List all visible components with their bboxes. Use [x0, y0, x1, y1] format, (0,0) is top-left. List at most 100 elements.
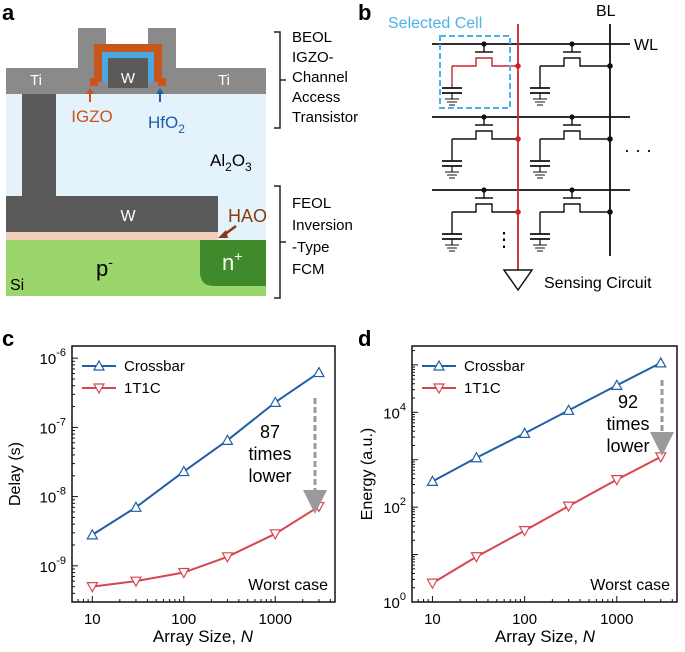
panel-letter-a: a [2, 0, 15, 25]
svg-text:-Type: -Type [292, 239, 330, 256]
ti-left-label: Ti [30, 72, 42, 89]
data-point-marker [610, 379, 623, 390]
data-point-marker [86, 582, 99, 593]
ratio-text-c-1: times [248, 444, 291, 464]
panel-letter-d: d [358, 326, 371, 351]
series-line [91, 371, 320, 536]
data-point-marker [654, 452, 667, 464]
svg-text:IGZO-: IGZO- [292, 49, 334, 66]
data-point-marker [177, 567, 190, 579]
series-line [431, 455, 662, 584]
data-point-marker [654, 356, 667, 368]
igzo-label: IGZO [71, 107, 113, 126]
ratio-value-c: 87 [260, 422, 280, 442]
data-point-marker [426, 578, 439, 590]
data-point-marker [518, 526, 531, 537]
transistor-channel [452, 203, 518, 213]
transistor-channel [540, 57, 610, 67]
x-tick-label: 100 [512, 611, 537, 628]
data-point-marker [129, 501, 142, 512]
p-minus-label: p- [96, 254, 113, 281]
memory-cell [530, 41, 613, 106]
beol-bracket [274, 31, 281, 129]
ratio-value-d: 92 [618, 392, 638, 412]
y-tick-label: 102 [383, 496, 406, 517]
cell-array [442, 41, 613, 252]
gate-w-label: W [121, 70, 136, 87]
bl-label: BL [596, 3, 616, 20]
bl-junction-dot [607, 63, 613, 69]
memory-cell [442, 41, 521, 106]
panel-c: c 10 100 100010-910-810-710-6Crossbar1T1C … [2, 326, 336, 646]
data-point-marker [86, 528, 99, 540]
panel-a: a Ti Ti W W IGZO [2, 0, 358, 299]
data-point-marker [269, 396, 282, 407]
legend-marker [432, 359, 446, 371]
memory-cell [442, 114, 521, 179]
svg-text:Inversion: Inversion [292, 217, 353, 234]
ellipsis-vertical: ⋮ [494, 229, 514, 251]
hfo2-label: HfO2 [148, 113, 185, 136]
data-point-marker [562, 404, 575, 415]
data-point-marker [562, 501, 575, 513]
data-point-marker [269, 529, 282, 541]
x-tick-label: 10 [424, 611, 441, 628]
y-tick-label: 10-8 [40, 486, 66, 507]
data-point-marker [129, 576, 142, 588]
bl-junction-dot [607, 209, 613, 215]
wl-label: WL [634, 37, 658, 54]
worst-case-label-d: Worst case [590, 577, 670, 594]
y-tick-label: 100 [383, 591, 406, 612]
ti-right-label: Ti [218, 72, 230, 89]
feol-text: FEOL Inversion -Type FCM [292, 195, 353, 278]
legend-marker [432, 383, 446, 395]
data-point-marker [470, 552, 483, 563]
y-axis-label-d: Energy (a.u.) [359, 428, 376, 520]
y-axis-label-c: Delay (s) [7, 442, 24, 506]
svg-text:BEOL: BEOL [292, 29, 332, 46]
beol-text: BEOL IGZO- Channel Access Transistor [292, 29, 358, 126]
legend-label: 1T1C [464, 380, 501, 397]
hao-layer [6, 232, 218, 240]
panel-b: b Selected Cell BL WL · · · ⋮ Sensing Ci… [358, 0, 658, 292]
ratio-text-d-1: times [606, 414, 649, 434]
igzo-layer [94, 44, 162, 82]
data-point-marker [177, 465, 190, 477]
data-point-marker [312, 366, 325, 378]
al2o3-label: Al2O3 [210, 151, 252, 174]
svg-text:FEOL: FEOL [292, 195, 331, 212]
selected-cell-box [439, 35, 511, 109]
data-point-marker [610, 475, 623, 486]
memory-cell [530, 187, 613, 252]
selected-cell-label: Selected Cell [388, 15, 482, 32]
y-tick-label: 10-6 [40, 347, 66, 368]
svg-text:Transistor: Transistor [292, 109, 358, 126]
transistor-channel [452, 130, 518, 140]
bottom-w-label: W [120, 208, 136, 225]
x-tick-label: 100 [171, 611, 196, 628]
data-point-marker [221, 434, 234, 445]
ratio-text-c-2: lower [248, 466, 291, 486]
data-point-marker [426, 475, 439, 486]
x-axis-label-c: Array Size, N [153, 627, 254, 646]
worst-case-label-c: Worst case [248, 577, 328, 594]
plot-frame-d [411, 345, 678, 603]
n-plus-label: n+ [222, 248, 242, 275]
panel-letter-b: b [358, 0, 371, 25]
si-label: Si [10, 277, 24, 294]
x-tick-label: 1000 [259, 611, 292, 628]
memory-cell [442, 187, 521, 252]
x-axis-label-d: Array Size, N [495, 627, 596, 646]
bottom-w-gate [6, 196, 218, 232]
x-tick-label: 1000 [600, 611, 633, 628]
ratio-text-d-2: lower [606, 436, 649, 456]
legend-marker [92, 383, 106, 395]
via-contact [22, 94, 56, 196]
data-point-marker [221, 552, 234, 564]
plot-frame-c [71, 345, 336, 603]
memory-cell [530, 114, 613, 179]
series-line [92, 505, 320, 588]
data-point-marker [470, 451, 483, 463]
n-plus-region [200, 240, 266, 286]
